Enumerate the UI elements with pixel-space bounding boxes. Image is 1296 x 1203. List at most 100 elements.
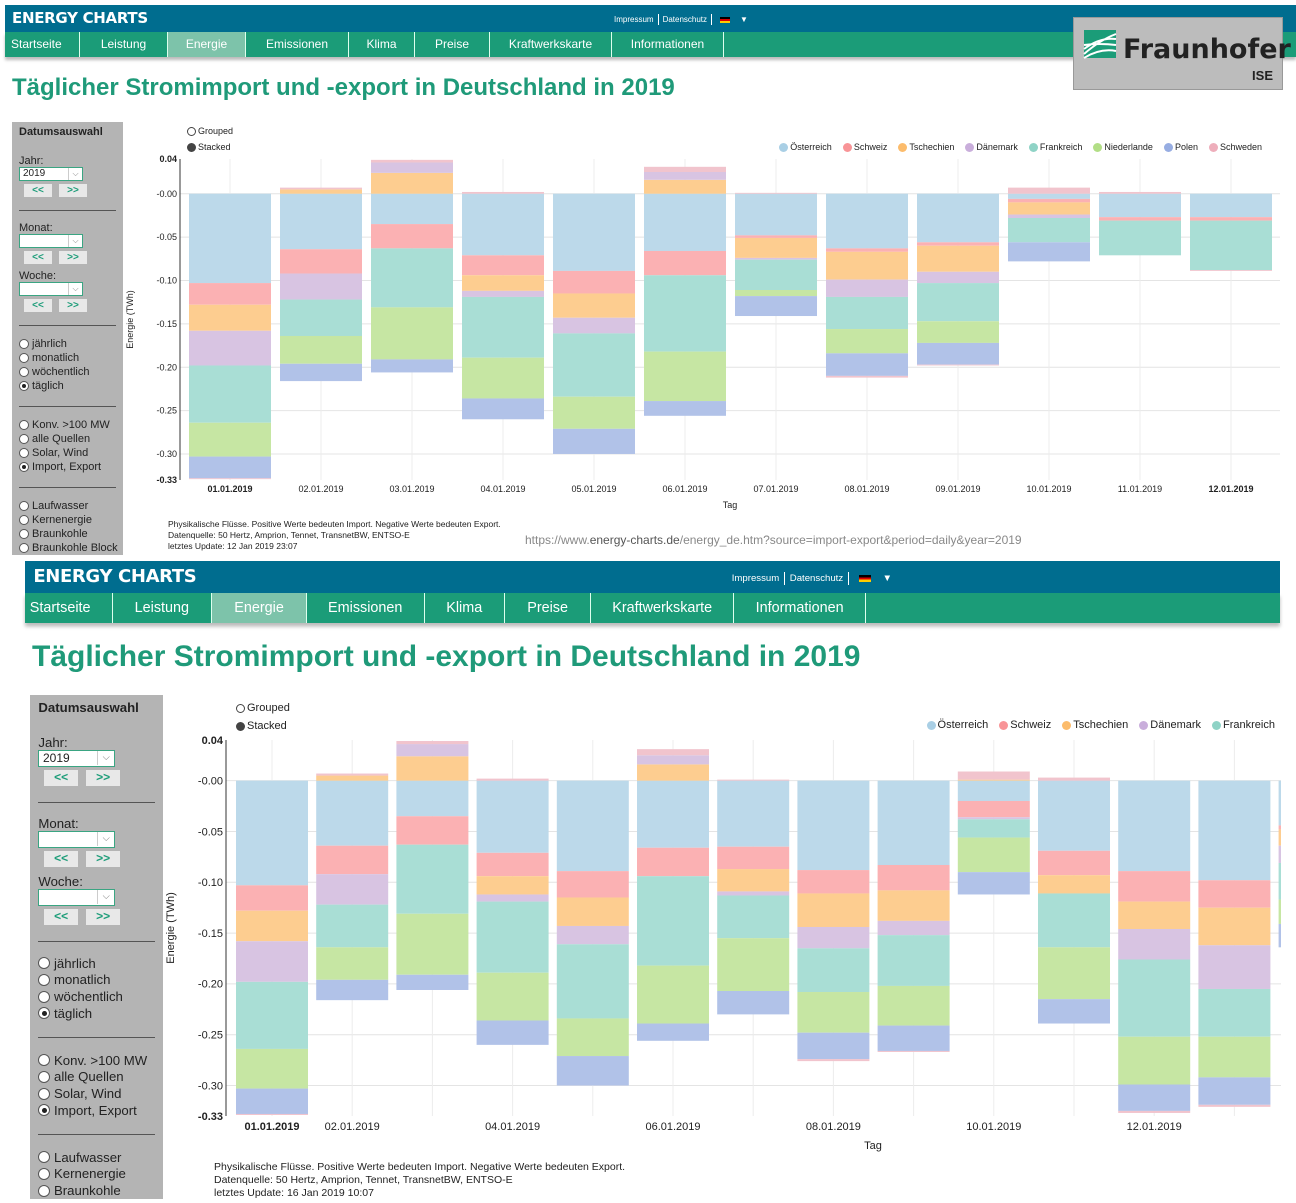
radio-period-0[interactable]: jährlich	[19, 337, 116, 351]
monat-prev-button[interactable]: <<	[44, 851, 78, 867]
datenschutz-link[interactable]: Datenschutz	[659, 14, 713, 25]
bar-segment	[316, 775, 389, 781]
radio-period-0[interactable]: jährlich	[38, 955, 154, 972]
woche-prev-button[interactable]: <<	[44, 909, 78, 925]
jahr-select[interactable]: 2019 ⌵	[38, 749, 116, 767]
radio-source-1[interactable]: alle Quellen	[19, 432, 116, 446]
nav-preise[interactable]: Preise	[505, 593, 592, 624]
stacked-radio[interactable]: Stacked	[236, 720, 287, 732]
brand-logo[interactable]: ENERGY CHARTS	[12, 9, 148, 27]
radio-type-2[interactable]: Braunkohle	[38, 1182, 154, 1199]
nav-klima[interactable]: Klima	[349, 32, 415, 57]
woche-select[interactable]: ⌵	[19, 282, 83, 296]
nav-kraftwerkskarte[interactable]: Kraftwerkskarte	[490, 32, 612, 57]
jahr-prev-button[interactable]: <<	[24, 184, 52, 197]
nav-startseite[interactable]: Startseite	[25, 593, 113, 624]
legend-item[interactable]: Polen	[1163, 142, 1198, 152]
nav-leistung[interactable]: Leistung	[80, 32, 168, 57]
legend-item[interactable]: Frankreich	[1212, 719, 1275, 731]
radio-source-1[interactable]: alle Quellen	[38, 1068, 154, 1085]
radio-source-0[interactable]: Konv. >100 MW	[38, 1052, 154, 1069]
legend-item[interactable]: Schweiz	[999, 719, 1051, 731]
nav-klima[interactable]: Klima	[425, 593, 505, 624]
radio-period-1[interactable]: monatlich	[19, 351, 116, 365]
grouped-radio[interactable]: Grouped	[236, 702, 290, 714]
nav-informationen[interactable]: Informationen	[612, 32, 724, 57]
woche-next-button[interactable]: >>	[59, 299, 87, 312]
nav-energie[interactable]: Energie	[212, 593, 307, 624]
nav-emissionen[interactable]: Emissionen	[246, 32, 349, 57]
chevron-down-icon[interactable]: ⌵	[97, 831, 114, 847]
jahr-next-button[interactable]: >>	[59, 184, 87, 197]
nav-emissionen[interactable]: Emissionen	[307, 593, 425, 624]
radio-source-2[interactable]: Solar, Wind	[19, 446, 116, 460]
german-flag-icon[interactable]	[720, 16, 731, 23]
grouped-radio[interactable]: Grouped	[187, 126, 233, 136]
radio-source-2[interactable]: Solar, Wind	[38, 1085, 154, 1102]
legend-item[interactable]: Dänemark	[965, 142, 1018, 152]
brand-logo[interactable]: ENERGY CHARTS	[33, 565, 197, 587]
legend-item[interactable]: Schweiz	[842, 142, 887, 152]
radio-type-1[interactable]: Kernenergie	[38, 1165, 154, 1182]
jahr-next-button[interactable]: >>	[86, 770, 120, 786]
radio-period-3[interactable]: täglich	[38, 1005, 154, 1022]
german-flag-icon[interactable]	[858, 574, 871, 582]
legend-item[interactable]: Tschechien	[1062, 719, 1128, 731]
datenschutz-link[interactable]: Datenschutz	[785, 571, 849, 585]
woche-next-button[interactable]: >>	[86, 909, 120, 925]
nav-preise[interactable]: Preise	[415, 32, 490, 57]
radio-period-2[interactable]: wöchentlich	[19, 365, 116, 379]
jahr-prev-button[interactable]: <<	[44, 770, 78, 786]
bar-segment	[189, 422, 271, 457]
impressum-link[interactable]: Impressum	[727, 571, 785, 585]
nav-energie[interactable]: Energie	[168, 32, 246, 57]
monat-next-button[interactable]: >>	[86, 851, 120, 867]
legend-item[interactable]: Dänemark	[1139, 719, 1201, 731]
nav-leistung[interactable]: Leistung	[113, 593, 213, 624]
radio-type-1[interactable]: Kernenergie	[19, 513, 116, 527]
monat-prev-button[interactable]: <<	[24, 251, 52, 264]
language-dropdown-icon[interactable]: ▼	[882, 572, 893, 584]
legend-item[interactable]: Schweden	[1208, 142, 1262, 152]
nav-startseite[interactable]: Startseite	[5, 32, 80, 57]
radio-period-2[interactable]: wöchentlich	[38, 988, 154, 1005]
radio-source-0[interactable]: Konv. >100 MW	[19, 418, 116, 432]
radio-type-0[interactable]: Laufwasser	[19, 499, 116, 513]
radio-period-3[interactable]: täglich	[19, 379, 116, 393]
monat-select[interactable]: ⌵	[19, 234, 83, 248]
legend-item[interactable]: Österreich	[779, 142, 832, 152]
legend-item[interactable]: Österreich	[926, 719, 988, 731]
radio-type-3[interactable]: Braunkohle Block	[19, 541, 118, 555]
woche-select[interactable]: ⌵	[38, 888, 116, 906]
chevron-down-icon[interactable]: ⌵	[68, 168, 82, 180]
chevron-down-icon[interactable]: ⌵	[97, 750, 114, 766]
stacked-label: Stacked	[247, 720, 287, 732]
monat-next-button[interactable]: >>	[59, 251, 87, 264]
legend-item[interactable]: Niederlande	[1093, 142, 1153, 152]
bar-segment	[476, 876, 549, 895]
impressum-link[interactable]: Impressum	[610, 14, 659, 25]
radio-type-0[interactable]: Laufwasser	[38, 1149, 154, 1166]
chevron-down-icon[interactable]: ⌵	[97, 889, 114, 905]
stacked-radio[interactable]: Stacked	[187, 142, 231, 152]
radio-source-3[interactable]: Import, Export	[38, 1102, 154, 1119]
jahr-select[interactable]: 2019 ⌵	[19, 167, 83, 181]
bar-segment	[917, 245, 999, 272]
chevron-down-icon[interactable]: ⌵	[68, 283, 82, 295]
monat-select[interactable]: ⌵	[38, 830, 116, 848]
woche-prev-button[interactable]: <<	[24, 299, 52, 312]
x-axis-title: Tag	[723, 500, 738, 510]
fraunhofer-logo[interactable]: Fraunhofer ISE	[1073, 17, 1291, 90]
radio-period-1[interactable]: monatlich	[38, 971, 154, 988]
radio-source-3[interactable]: Import, Export	[19, 460, 116, 474]
bar-segment	[957, 771, 1030, 780]
nav-informationen[interactable]: Informationen	[734, 593, 867, 624]
language-dropdown-icon[interactable]: ▼	[740, 15, 748, 24]
y-tick-label: 0.04	[159, 154, 177, 164]
nav-kraftwerkskarte[interactable]: Kraftwerkskarte	[591, 593, 735, 624]
bar-segment	[189, 330, 271, 366]
radio-type-2[interactable]: Braunkohle	[19, 527, 116, 541]
legend-item[interactable]: Tschechien	[898, 142, 954, 152]
legend-item[interactable]: Frankreich	[1028, 142, 1082, 152]
chevron-down-icon[interactable]: ⌵	[68, 235, 82, 247]
